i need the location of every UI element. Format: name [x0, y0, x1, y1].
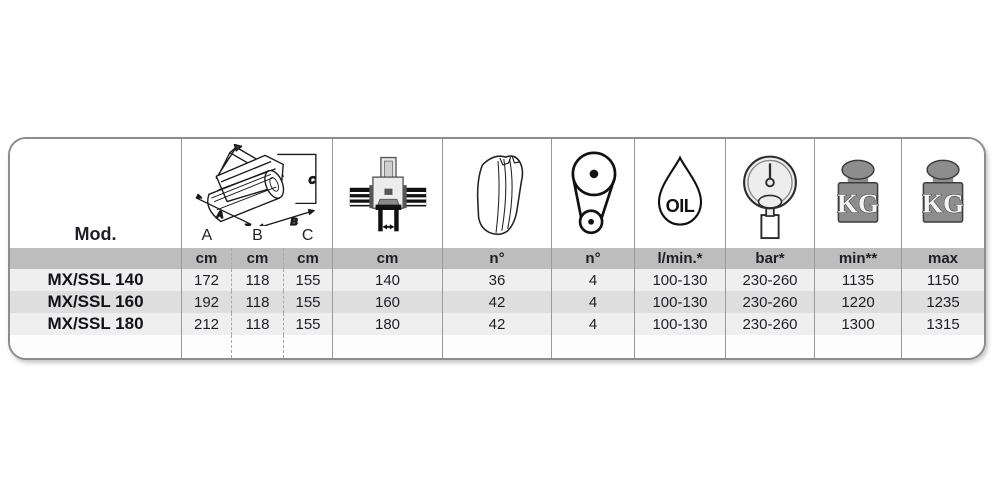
dim-label-a: A — [201, 227, 213, 244]
belt-drive-icon — [562, 148, 624, 240]
working-width-icon — [348, 151, 428, 237]
unit-cell: min** — [815, 248, 902, 269]
mod-header-label: Mod. — [74, 224, 117, 244]
value-cell: 4 — [552, 269, 635, 291]
weight-min-cell: KG — [815, 139, 902, 248]
svg-text:B: B — [290, 217, 297, 226]
oil-flow-cell: OIL — [635, 139, 726, 248]
unit-cell: n° — [552, 248, 635, 269]
value-cell: 1150 — [902, 269, 984, 291]
weight-min-icon: KG — [830, 158, 886, 230]
value-cell: 118 — [232, 291, 284, 313]
hammer-tooth-icon — [465, 149, 529, 239]
weight-max-cell: KG — [902, 139, 984, 248]
value-cell: 192 — [182, 291, 232, 313]
oil-drop-icon: OIL — [649, 152, 711, 236]
value-cell: 1235 — [902, 291, 984, 313]
unit-cell: cm — [232, 248, 284, 269]
pressure-gauge-icon — [740, 148, 800, 240]
value-cell: 1315 — [902, 313, 984, 335]
value-cell: 155 — [284, 313, 333, 335]
svg-text:KG: KG — [837, 188, 879, 218]
unit-cell: cm — [182, 248, 232, 269]
hammers-cell — [443, 139, 552, 248]
dimension-labels: A B C — [182, 226, 332, 248]
value-cell: 1220 — [815, 291, 902, 313]
unit-cell: bar* — [726, 248, 815, 269]
model-cell: MX/SSL 180 — [10, 313, 182, 335]
svg-text:OIL: OIL — [666, 196, 695, 216]
spec-table: Mod. — [8, 137, 986, 360]
value-cell: 155 — [284, 291, 333, 313]
unit-cell: max — [902, 248, 984, 269]
value-cell: 180 — [333, 313, 443, 335]
value-cell: 230-260 — [726, 313, 815, 335]
working-width-cell — [333, 139, 443, 248]
value-cell: 100-130 — [635, 269, 726, 291]
units-empty-cell — [10, 248, 182, 269]
model-cell: MX/SSL 160 — [10, 291, 182, 313]
dim-label-b: B — [252, 227, 263, 244]
value-cell: 140 — [333, 269, 443, 291]
model-cell: MX/SSL 140 — [10, 269, 182, 291]
svg-text:KG: KG — [922, 188, 964, 218]
value-cell: 230-260 — [726, 269, 815, 291]
value-cell: 230-260 — [726, 291, 815, 313]
machine-dimensions-cell: A B C A B C — [182, 139, 333, 248]
mod-header-cell: Mod. — [10, 139, 182, 248]
belts-cell — [552, 139, 635, 248]
pressure-cell — [726, 139, 815, 248]
unit-cell: l/min.* — [635, 248, 726, 269]
value-cell: 212 — [182, 313, 232, 335]
unit-cell: n° — [443, 248, 552, 269]
unit-cell: cm — [333, 248, 443, 269]
value-cell: 172 — [182, 269, 232, 291]
value-cell: 155 — [284, 269, 333, 291]
machine-diagram-icon: A B C — [183, 140, 331, 226]
dim-label-c: C — [301, 227, 314, 244]
value-cell: 42 — [443, 291, 552, 313]
value-cell: 4 — [552, 291, 635, 313]
value-cell: 42 — [443, 313, 552, 335]
value-cell: 100-130 — [635, 313, 726, 335]
value-cell: 1135 — [815, 269, 902, 291]
value-cell: 1300 — [815, 313, 902, 335]
value-cell: 36 — [443, 269, 552, 291]
value-cell: 100-130 — [635, 291, 726, 313]
value-cell: 118 — [232, 269, 284, 291]
value-cell: 160 — [333, 291, 443, 313]
value-cell: 4 — [552, 313, 635, 335]
weight-max-icon: KG — [915, 158, 971, 230]
svg-text:A: A — [215, 210, 223, 221]
unit-cell: cm — [284, 248, 333, 269]
value-cell: 118 — [232, 313, 284, 335]
svg-text:C: C — [309, 175, 317, 186]
